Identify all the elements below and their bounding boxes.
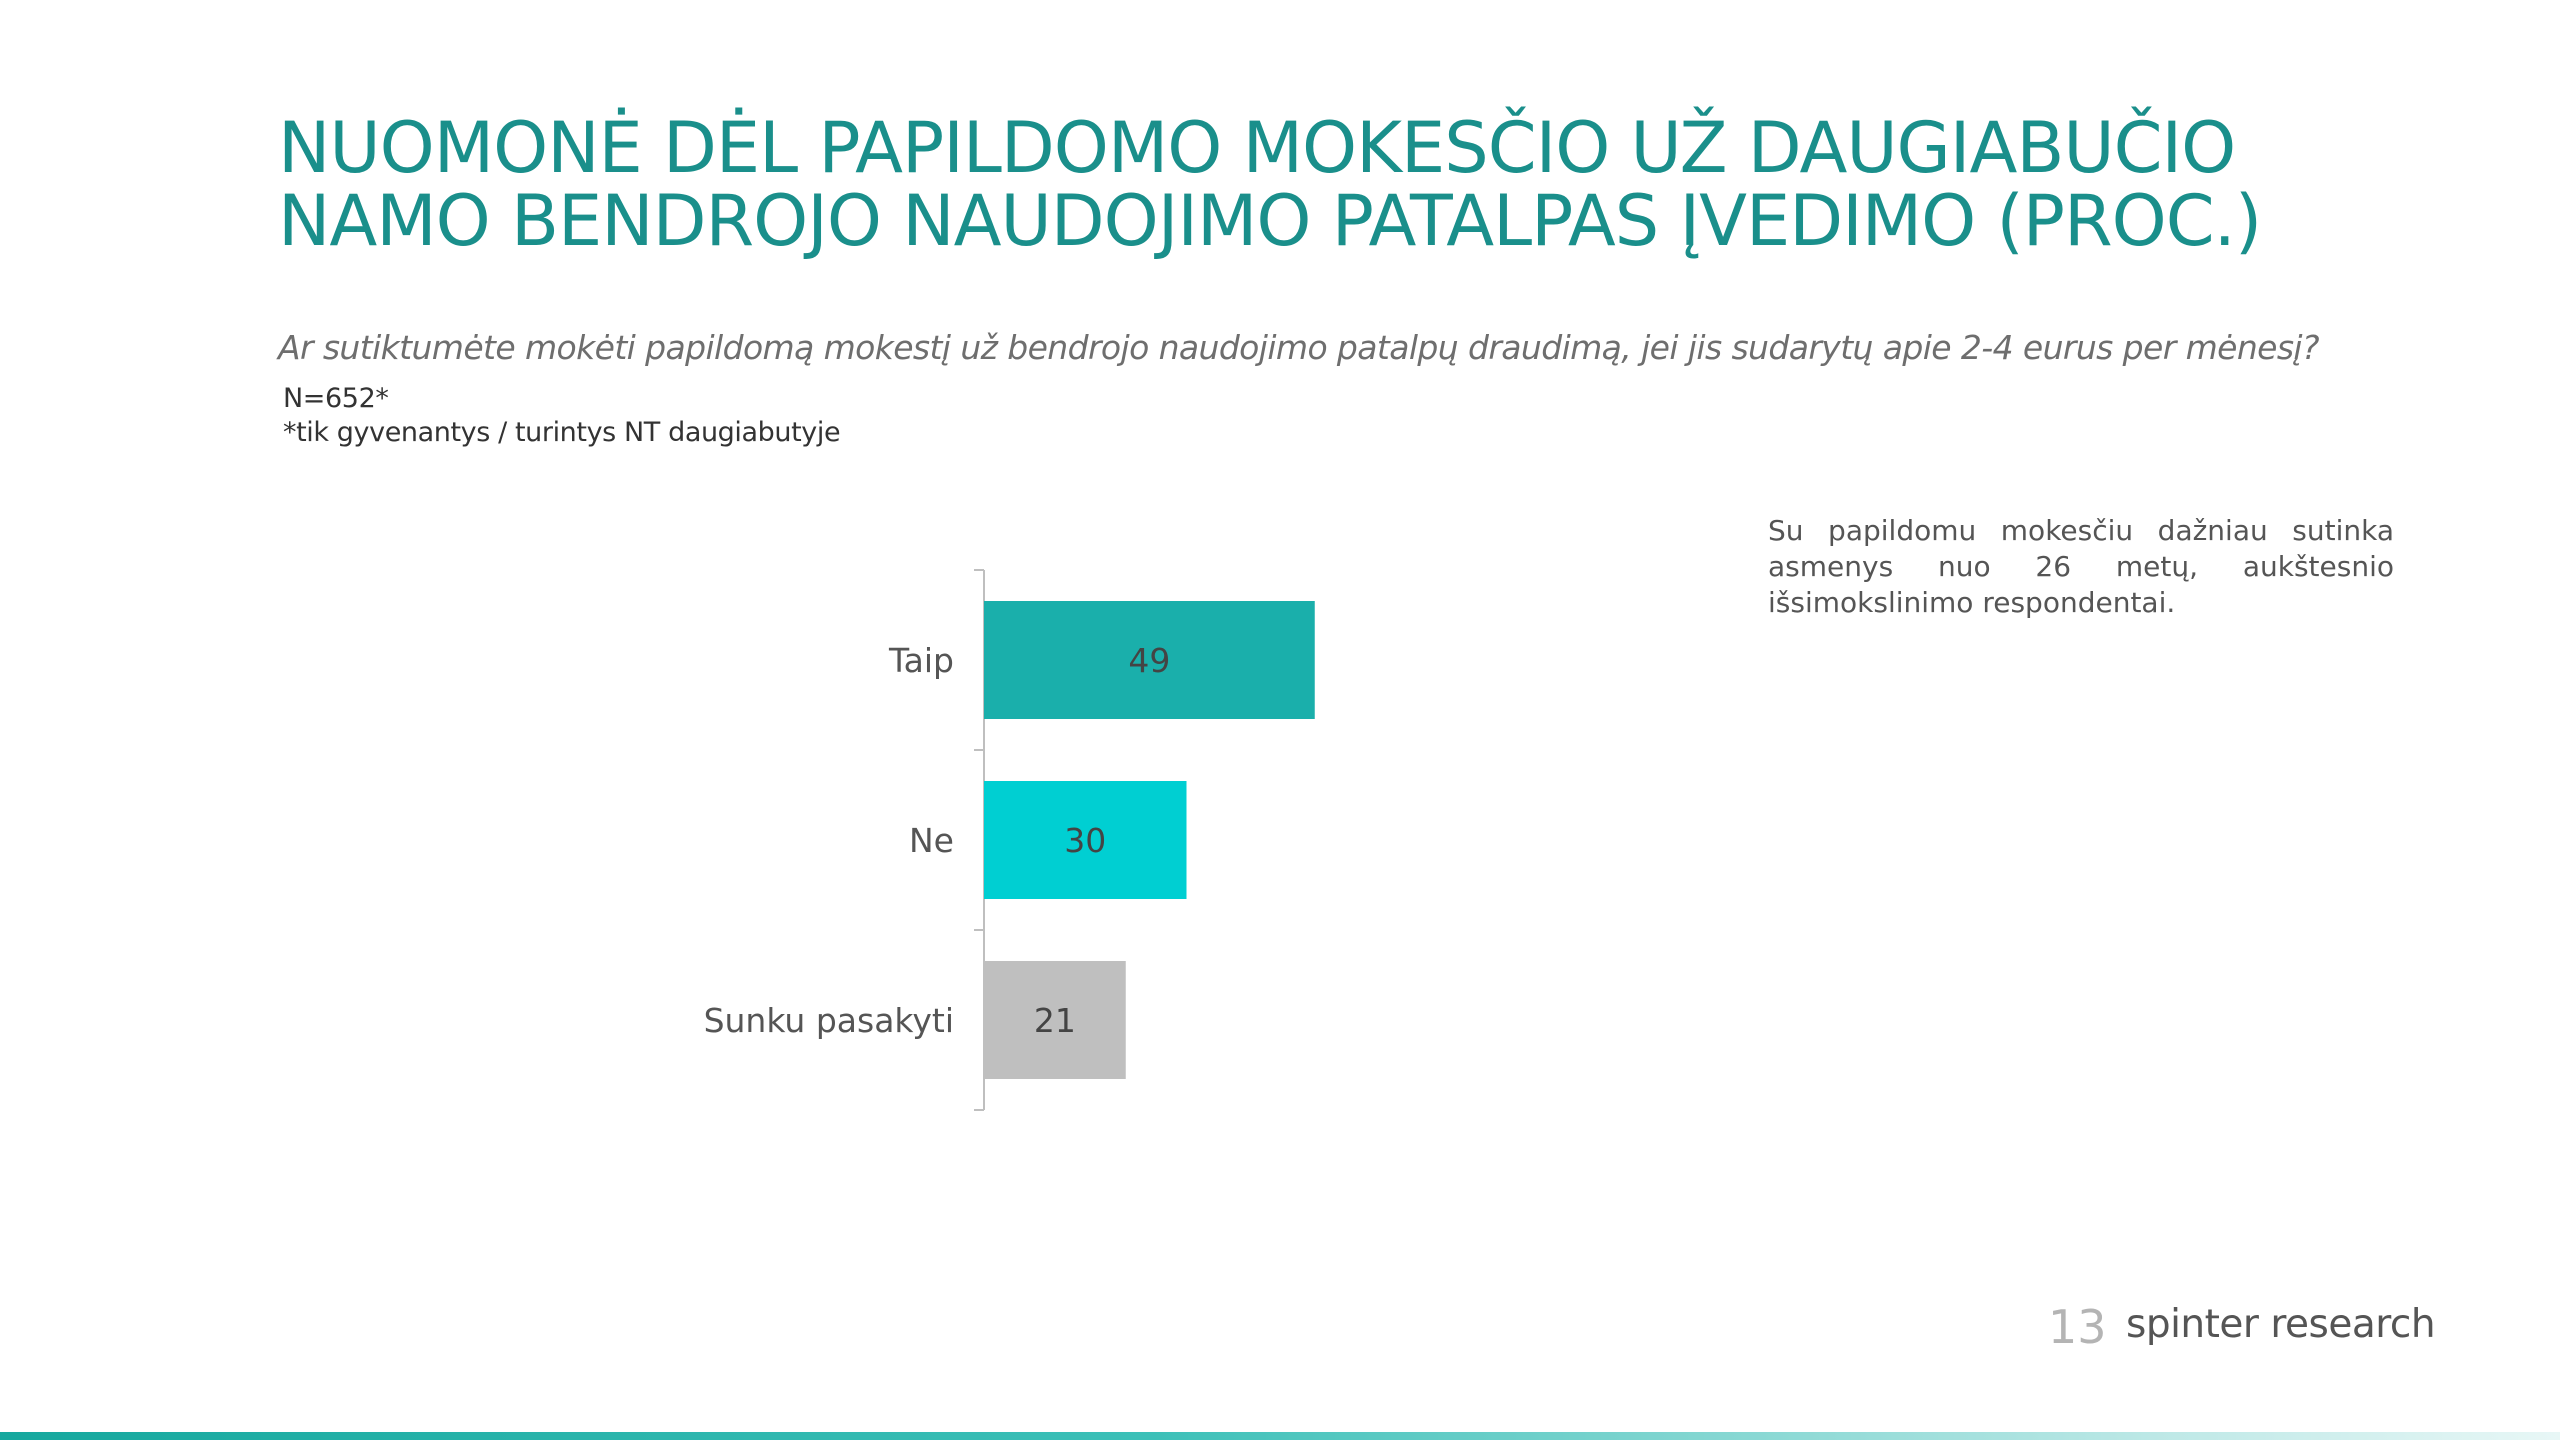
sample-info: N=652* *tik gyvenantys / turintys NT dau… (283, 382, 841, 450)
bar-0 (984, 601, 1315, 719)
title-line-2: NAMO BENDROJO NAUDOJIMO PATALPAS ĮVEDIMO… (278, 180, 2262, 262)
bar-2 (984, 961, 1126, 1079)
category-label: Sunku pasakyti (704, 1001, 954, 1040)
sample-size: N=652* (283, 383, 389, 414)
data-label: 21 (1034, 1001, 1076, 1040)
insight-note: Su papildomu mokesčiu dažniau sutinka as… (1768, 514, 2394, 619)
bar-1 (984, 781, 1187, 899)
title-line-1: NUOMONĖ DĖL PAPILDOMO MOKESČIO UŽ DAUGIA… (278, 107, 2236, 189)
data-label: 49 (1128, 641, 1170, 680)
category-label: Ne (909, 821, 954, 860)
page-number: 13 (2048, 1300, 2107, 1354)
bottom-accent-bar (0, 1432, 2560, 1440)
data-label: 30 (1064, 821, 1106, 860)
slide-title: NUOMONĖ DĖL PAPILDOMO MOKESČIO UŽ DAUGIA… (278, 112, 2378, 258)
sample-note: *tik gyvenantys / turintys NT daugiabuty… (283, 417, 841, 448)
brand-logo: spinter research (2126, 1302, 2436, 1347)
category-label: Taip (888, 641, 954, 680)
survey-question: Ar sutiktumėte mokėti papildomą mokestį … (278, 328, 2320, 367)
